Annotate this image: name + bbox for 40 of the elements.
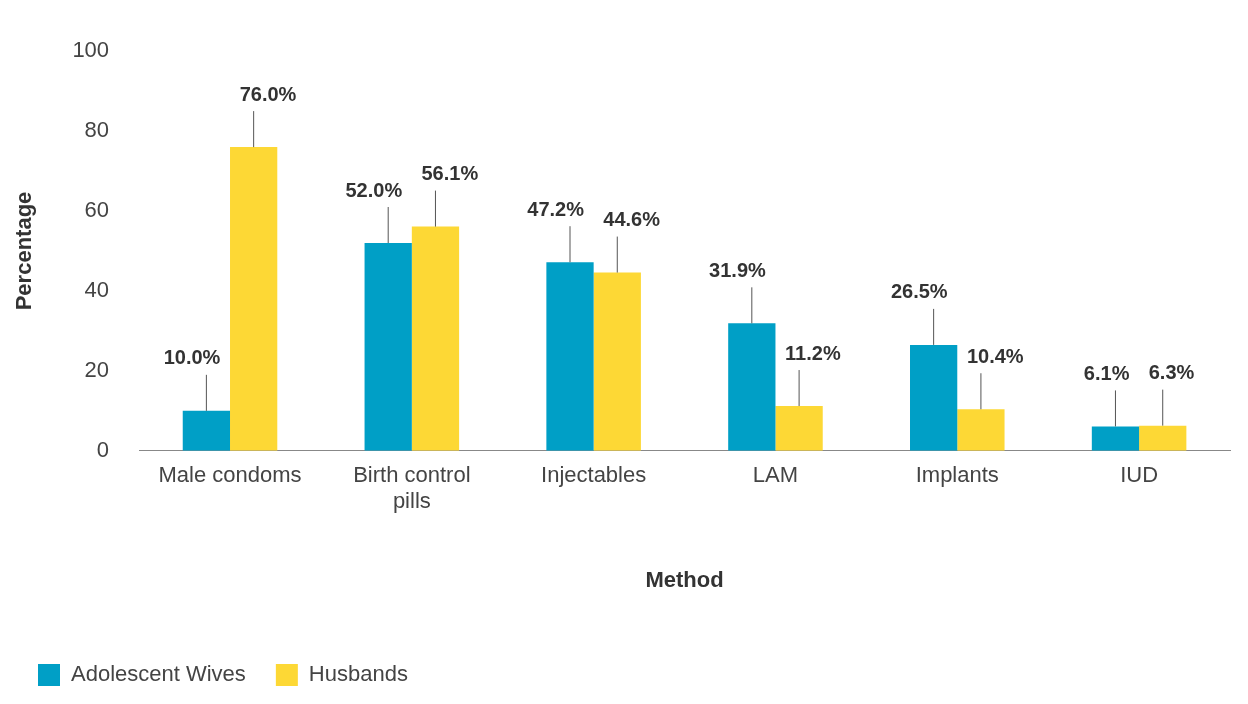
data-label: 10.4% [966, 344, 1024, 367]
x-axis-title: Method [645, 566, 724, 592]
x-tick-label: Injectables [541, 462, 647, 488]
x-tick-label: IUD [1120, 462, 1159, 488]
bar [182, 410, 231, 451]
bar [411, 226, 460, 451]
bar [957, 409, 1005, 451]
bar [728, 323, 776, 451]
data-label: 47.2% [527, 197, 585, 220]
data-label: 11.2% [785, 341, 841, 364]
x-tick-label: Implants [915, 462, 999, 488]
y-tick-label: 40 [84, 277, 110, 303]
x-tick-label: LAM [752, 462, 799, 488]
y-tick-label: 80 [84, 117, 110, 143]
data-label: 6.3% [1148, 361, 1195, 384]
bar [593, 272, 641, 451]
bar [230, 147, 278, 451]
bar [1091, 426, 1140, 451]
y-tick-label: 100 [72, 37, 110, 63]
bar [910, 344, 958, 451]
y-tick-label: 0 [96, 436, 110, 462]
data-label: 76.0% [239, 82, 297, 105]
bar [1139, 425, 1187, 451]
legend-label: Husbands [308, 661, 408, 687]
data-label: 6.1% [1083, 361, 1130, 384]
x-tick-label: Birth control pills [353, 462, 471, 514]
x-tick-label: Male condoms [158, 462, 302, 488]
y-tick-label: 20 [84, 356, 110, 382]
data-label: 26.5% [890, 280, 948, 303]
bar [775, 406, 823, 451]
legend-label: Adolescent Wives [71, 661, 246, 687]
data-label: 44.6% [603, 208, 661, 231]
bar [546, 262, 594, 451]
data-label: 52.0% [345, 178, 403, 201]
y-axis-title: Percentage [11, 191, 37, 311]
data-label: 10.0% [163, 346, 221, 369]
data-label: 31.9% [709, 258, 767, 281]
data-label: 56.1% [421, 162, 479, 185]
bar [364, 243, 412, 451]
y-tick-label: 60 [84, 197, 110, 223]
